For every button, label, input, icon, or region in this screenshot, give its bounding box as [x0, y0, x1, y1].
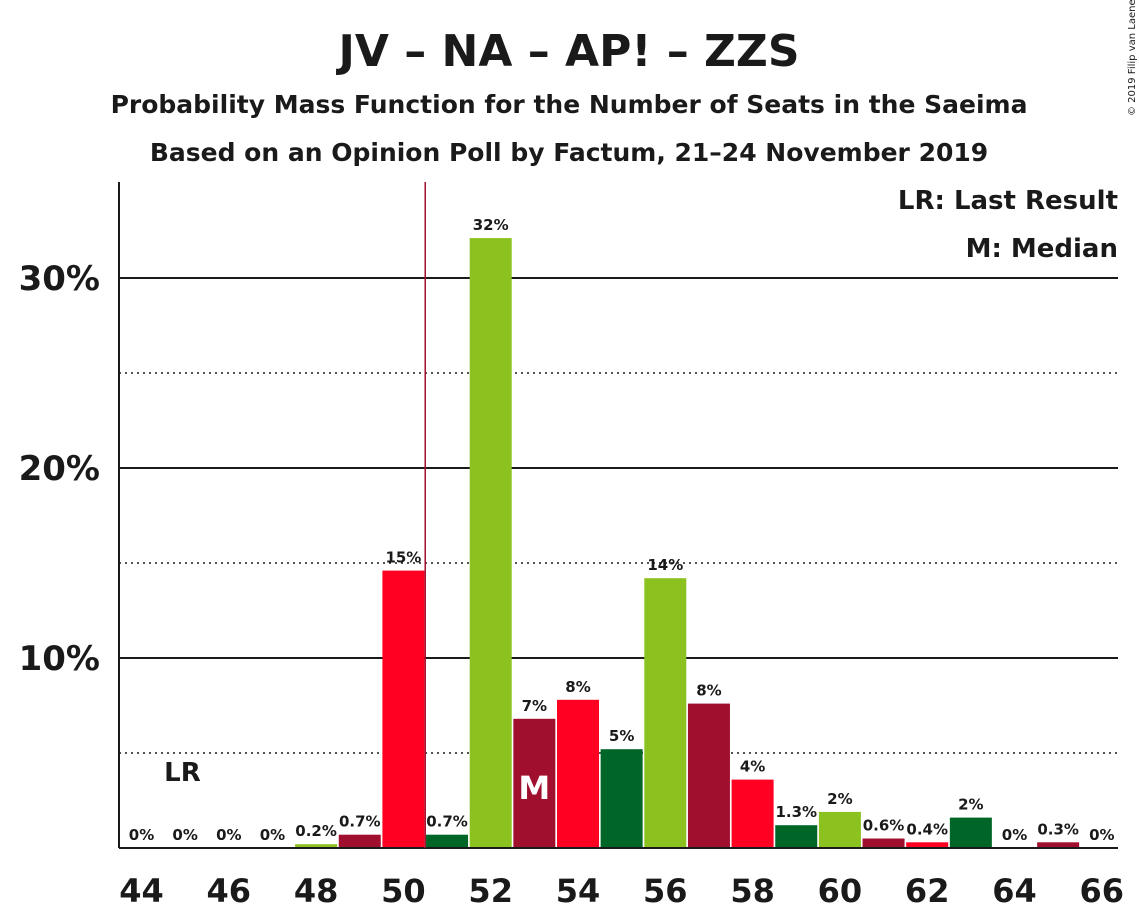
data-label-seat-50: 15% [385, 549, 421, 567]
data-label-seat-48: 0.2% [295, 822, 337, 840]
x-tick-label-58: 58 [730, 872, 775, 910]
data-label-seat-66: 0% [1089, 826, 1114, 844]
gridlines [119, 277, 1118, 754]
bar-seat-57 [687, 703, 730, 848]
data-label-seat-60: 2% [827, 790, 852, 808]
data-label-seat-53: 7% [522, 697, 547, 715]
y-tick-label-0: 10% [19, 639, 100, 679]
data-labels: 0% 0% 0% 0% 0.2%0.7%15%0.7%32%7%8%5%14%8%4%1… [129, 216, 1115, 844]
data-label-seat-58: 4% [740, 758, 765, 776]
data-label-seat-64: 0% [1002, 826, 1027, 844]
data-label-seat-52: 32% [473, 216, 509, 234]
x-tick-label-52: 52 [468, 872, 513, 910]
copyright-text: © 2019 Filip van Laenen [1127, 0, 1138, 116]
last-result-marker: LR [164, 758, 201, 788]
data-label-seat-55: 5% [609, 727, 634, 745]
y-tick-label-2: 30% [19, 259, 100, 299]
x-tick-label-54: 54 [556, 872, 601, 910]
data-label-seat-56: 14% [647, 556, 683, 574]
data-label-seat-61: 0.6% [863, 817, 905, 835]
bar-seat-52 [469, 238, 512, 849]
bar-seat-55 [600, 749, 643, 848]
x-tick-label-66: 66 [1080, 872, 1125, 910]
data-label-seat-49: 0.7% [339, 813, 381, 831]
data-label-seat-65: 0.3% [1037, 820, 1079, 838]
bar-seat-51 [426, 834, 469, 848]
bar-seat-59 [775, 825, 818, 848]
chart-title: JV – NA – AP! – ZZS [335, 26, 799, 77]
data-label-seat-59: 1.3% [775, 803, 817, 821]
bar-seat-50 [382, 570, 425, 848]
data-label-seat-57: 8% [696, 682, 721, 700]
x-tick-label-48: 48 [294, 872, 339, 910]
median-marker: M [518, 769, 550, 807]
x-tick-label-62: 62 [905, 872, 950, 910]
data-label-seat-47: 0% [260, 826, 285, 844]
bar-seat-53 [513, 718, 556, 848]
y-tick-label-1: 20% [19, 449, 100, 489]
chart-subtitle-2: Based on an Opinion Poll by Factum, 21–2… [150, 138, 988, 167]
data-label-seat-46: 0% [216, 826, 241, 844]
data-label-seat-54: 8% [565, 678, 590, 696]
bar-seat-63 [949, 817, 992, 848]
data-label-seat-63: 2% [958, 796, 983, 814]
data-label-seat-51: 0.7% [426, 813, 468, 831]
x-tick-label-56: 56 [643, 872, 688, 910]
bar-seat-56 [644, 578, 687, 848]
data-label-seat-62: 0.4% [906, 820, 948, 838]
legend-median: M: Median [966, 234, 1118, 264]
data-label-seat-45: 0% [172, 826, 197, 844]
bar-seat-65 [1037, 842, 1080, 848]
chart-subtitle-1: Probability Mass Function for the Number… [111, 90, 1028, 119]
x-tick-label-50: 50 [381, 872, 426, 910]
bar-seat-62 [906, 842, 949, 848]
bar-seat-60 [818, 811, 861, 848]
bars [295, 238, 1080, 849]
legend-last-result: LR: Last Result [898, 186, 1118, 216]
bar-seat-48 [295, 844, 338, 848]
x-tick-label-60: 60 [818, 872, 863, 910]
bar-seat-61 [862, 838, 905, 848]
bar-seat-58 [731, 779, 774, 848]
x-tick-label-46: 46 [207, 872, 252, 910]
bar-seat-54 [557, 699, 599, 848]
y-tick-labels: 10% 20% 30% [19, 259, 100, 679]
x-tick-labels: 44 46 48 50 52 54 56 58 60 62 64 66 [119, 872, 1124, 910]
data-label-seat-44: 0% [129, 826, 154, 844]
x-tick-label-64: 64 [992, 872, 1037, 910]
bar-seat-49 [338, 834, 381, 848]
x-tick-label-44: 44 [119, 872, 164, 910]
